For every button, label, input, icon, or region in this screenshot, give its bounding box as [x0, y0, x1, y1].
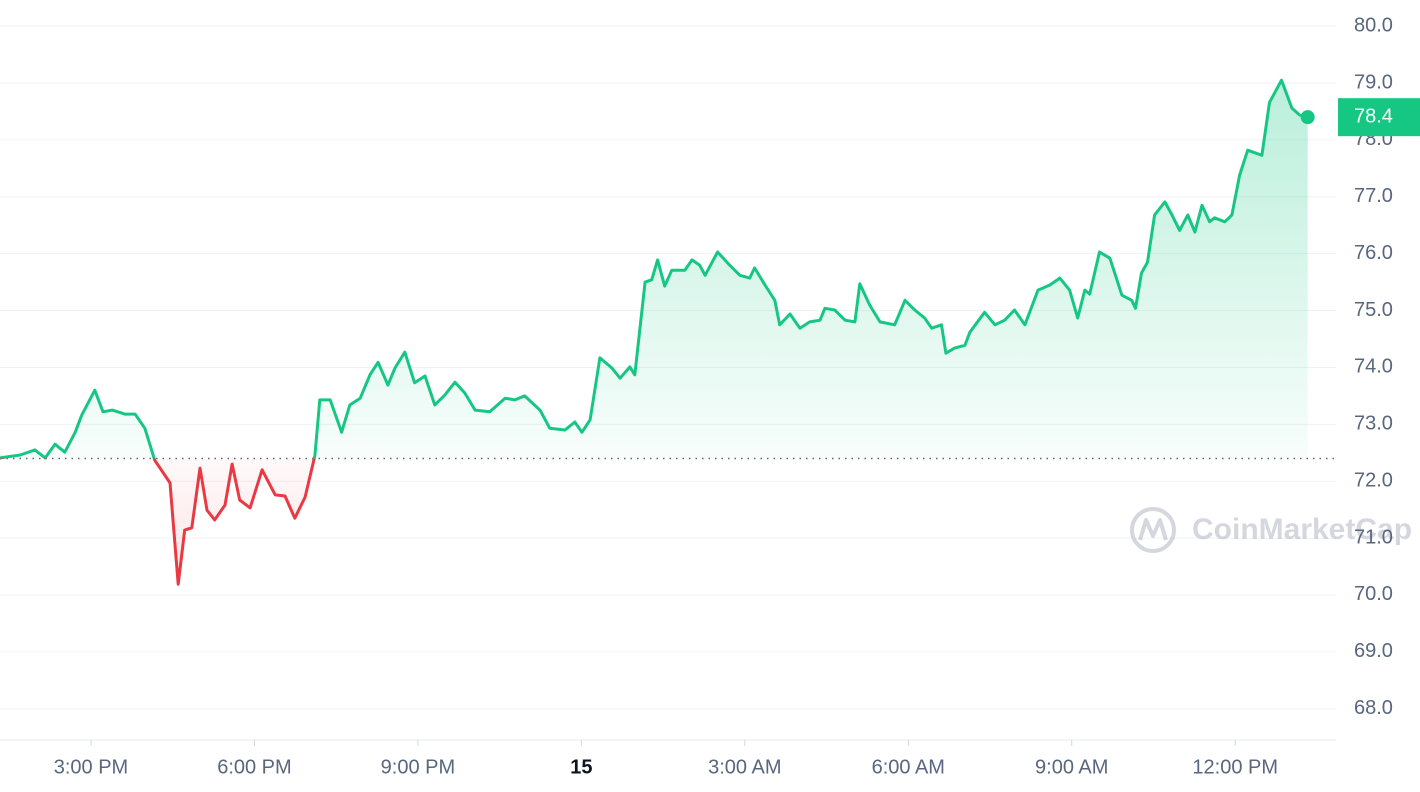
y-tick-label: 69.0	[1354, 640, 1393, 662]
x-tick-label: 12:00 PM	[1192, 756, 1278, 778]
y-tick-label: 79.0	[1354, 71, 1393, 93]
y-tick-label: 76.0	[1354, 242, 1393, 264]
x-tick-label: 9:00 PM	[381, 756, 455, 778]
y-tick-label: 74.0	[1354, 356, 1393, 378]
y-tick-label: 75.0	[1354, 299, 1393, 321]
x-tick-label: 6:00 AM	[872, 756, 945, 778]
y-tick-label: 70.0	[1354, 583, 1393, 605]
y-tick-label: 71.0	[1354, 526, 1393, 548]
x-tick-label: 3:00 PM	[54, 756, 128, 778]
x-tick-label: 15	[570, 756, 592, 778]
y-tick-label: 68.0	[1354, 697, 1393, 719]
watermark-text: CoinMarketCap	[1192, 513, 1412, 546]
watermark: CoinMarketCap	[1130, 507, 1412, 553]
price-line	[0, 78, 1309, 586]
price-tag-label: 78.4	[1354, 105, 1393, 127]
y-tick-label: 73.0	[1354, 413, 1393, 435]
price-area	[0, 80, 1308, 585]
price-tag	[1338, 98, 1420, 137]
y-tick-label: 80.0	[1354, 14, 1393, 36]
x-tick-label: 9:00 AM	[1035, 756, 1108, 778]
x-tick-label: 6:00 PM	[217, 756, 291, 778]
x-tick-label: 3:00 AM	[708, 756, 781, 778]
y-tick-label: 72.0	[1354, 469, 1393, 491]
y-tick-label: 77.0	[1354, 185, 1393, 207]
last-price-dot	[1300, 110, 1315, 125]
